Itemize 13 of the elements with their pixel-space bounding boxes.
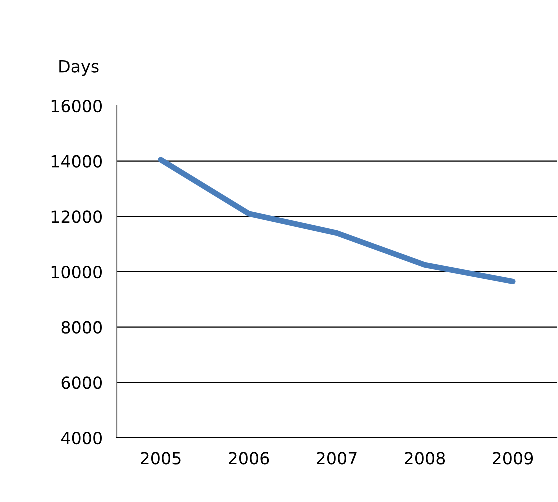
y-tick-label: 4000 bbox=[62, 432, 102, 445]
x-tick-label: 2006 bbox=[229, 452, 270, 465]
y-tick-label: 16000 bbox=[52, 100, 102, 113]
y-tick-label: 12000 bbox=[52, 210, 102, 224]
x-tick-label: 2008 bbox=[405, 452, 446, 465]
x-tick-label: 2009 bbox=[493, 452, 534, 465]
y-axis-title: Days bbox=[60, 60, 99, 76]
x-tick-label: 2007 bbox=[317, 452, 357, 465]
y-tick-label: 10000 bbox=[52, 266, 102, 279]
y-tick-label: 8000 bbox=[62, 321, 102, 334]
y-tick-label: 6000 bbox=[62, 376, 102, 390]
y-tick-label: 14000 bbox=[52, 155, 102, 168]
x-tick-label: 2005 bbox=[141, 452, 181, 465]
